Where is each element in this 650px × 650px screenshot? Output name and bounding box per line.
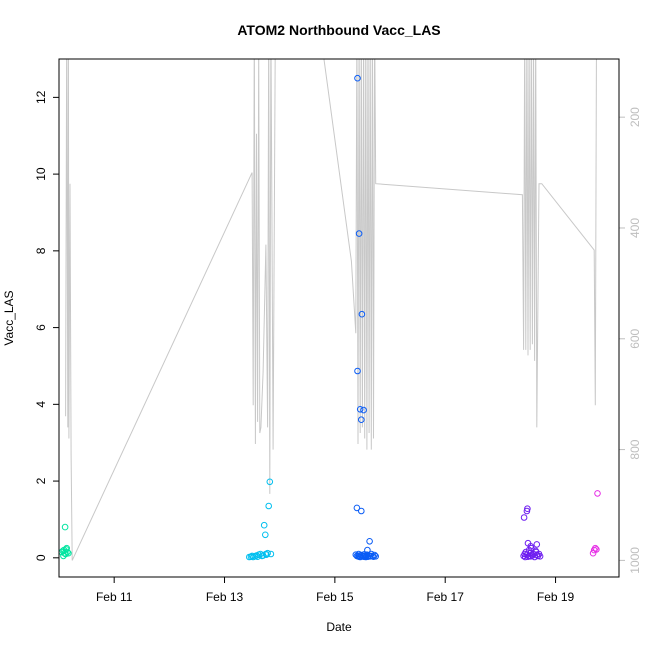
- y-tick-label: 6: [34, 324, 48, 331]
- data-point: [593, 546, 600, 553]
- x-tick-label: Feb 17: [427, 590, 465, 604]
- y-tick-label: 10: [34, 167, 48, 181]
- data-point: [355, 230, 363, 237]
- plot-area: [59, 59, 601, 561]
- data-point: [353, 504, 361, 512]
- y-tick-label: 12: [34, 90, 48, 104]
- x-tick-label: Feb 11: [96, 590, 133, 604]
- y-tick-label: 8: [34, 247, 48, 254]
- data-point: [65, 549, 72, 557]
- data-point: [371, 551, 378, 559]
- secondary-line: [65, 59, 597, 561]
- data-point: [266, 478, 274, 486]
- chart-title: ATOM2 Northbound Vacc_LAS: [237, 22, 440, 38]
- x-axis-label: Date: [326, 620, 352, 634]
- data-point: [532, 548, 540, 556]
- y2-tick-label: 400: [628, 218, 642, 238]
- data-point: [536, 553, 544, 560]
- points-layer: [59, 74, 601, 561]
- y-tick-label: 0: [34, 554, 48, 561]
- data-point: [264, 549, 271, 557]
- x-tick-label: Feb 15: [316, 590, 354, 604]
- data-point: [520, 514, 528, 521]
- data-point: [262, 531, 269, 539]
- data-point: [354, 367, 361, 375]
- data-point: [366, 538, 373, 545]
- x-tick-label: Feb 13: [206, 590, 244, 604]
- data-point: [594, 490, 601, 497]
- y2-tick-label: 200: [628, 107, 642, 127]
- data-point: [358, 416, 365, 424]
- y2-tick-label: 800: [628, 439, 642, 459]
- data-point: [364, 546, 371, 554]
- secondary-line-layer: [65, 59, 597, 561]
- data-point: [265, 502, 273, 510]
- data-point: [533, 541, 541, 548]
- data-point: [263, 551, 270, 559]
- data-point: [358, 310, 366, 318]
- data-point: [527, 543, 535, 550]
- data-point: [64, 548, 71, 556]
- data-point: [267, 550, 275, 558]
- axes-layer: 0 2 4 6 8 10 12 200 400 600 800 1000 Feb 11 Feb 13 Feb…: [34, 90, 642, 604]
- data-point: [356, 406, 364, 413]
- data-point: [592, 544, 599, 552]
- data-point: [61, 523, 69, 531]
- y2-tick-label: 1000: [628, 547, 642, 574]
- y2-tick-label: 600: [628, 328, 642, 348]
- data-point: [358, 507, 365, 515]
- y-axis-label: Vacc_LAS: [2, 290, 16, 345]
- data-point: [360, 406, 367, 414]
- data-point: [372, 553, 380, 560]
- data-point: [524, 505, 531, 513]
- y-tick-label: 4: [34, 401, 48, 408]
- data-point: [354, 74, 361, 82]
- x-tick-label: Feb 19: [537, 590, 575, 604]
- plot-frame: [58, 58, 620, 578]
- data-point: [260, 521, 268, 529]
- y-tick-label: 2: [34, 477, 48, 484]
